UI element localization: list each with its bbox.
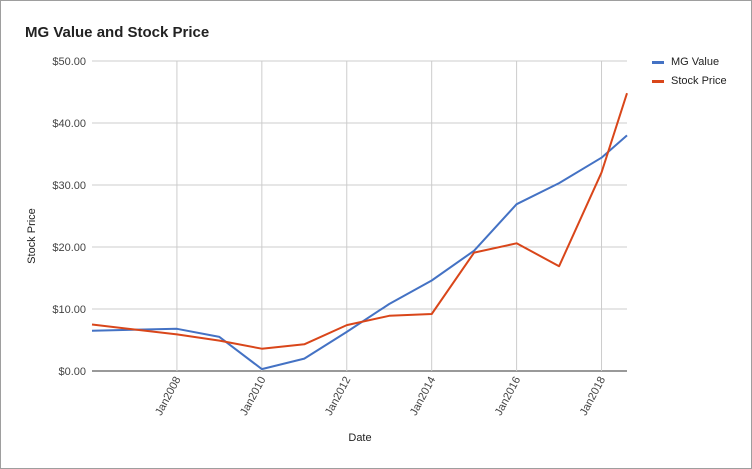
y-tick-label: $40.00: [52, 118, 86, 130]
y-tick-label: $10.00: [52, 304, 86, 316]
series-line-mg-value: [91, 134, 628, 371]
series-line-stock-price: [91, 92, 628, 350]
x-tick-label: Jan2010: [238, 375, 268, 418]
y-tick-label: $0.00: [58, 366, 86, 378]
x-tick-label: Jan2012: [323, 375, 353, 418]
x-tick-label: Jan2016: [493, 375, 523, 418]
legend-swatch: [652, 80, 664, 83]
x-tick-label: Jan2014: [408, 375, 438, 418]
x-tick-labels: Jan2008 Jan2010 Jan2012 Jan2014 Jan2016 Jan20…: [153, 375, 608, 418]
grid-lines: [92, 60, 627, 372]
legend-label: MG Value: [671, 56, 719, 68]
y-axis-label: Stock Price: [26, 208, 38, 264]
legend: MG Value Stock Price: [652, 56, 727, 87]
x-tick-label: Jan2008: [153, 375, 183, 418]
y-tick-labels: $0.00 $10.00 $20.00 $30.00 $40.00 $50.00: [52, 56, 86, 378]
chart-title: MG Value and Stock Price: [25, 24, 210, 41]
y-tick-label: $20.00: [52, 242, 86, 254]
y-tick-label: $30.00: [52, 180, 86, 192]
x-axis-label: Date: [348, 432, 371, 444]
x-tick-label: Jan2018: [578, 375, 608, 418]
series-lines: [91, 92, 628, 371]
y-tick-label: $50.00: [52, 56, 86, 68]
legend-swatch: [652, 61, 664, 64]
legend-label: Stock Price: [671, 75, 727, 87]
